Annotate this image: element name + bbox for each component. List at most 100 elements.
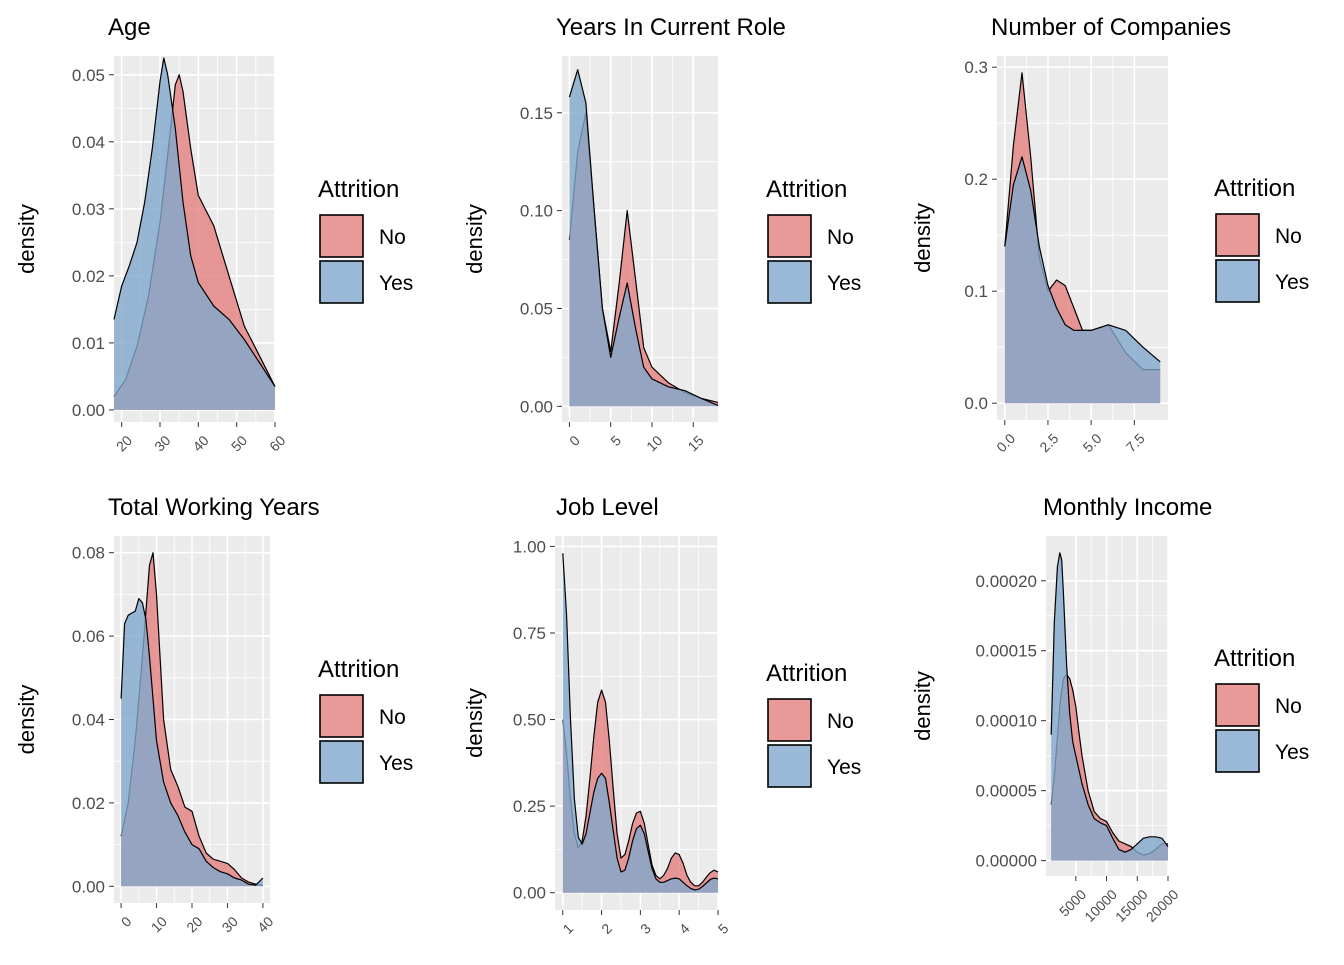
density-outline-no [120, 552, 264, 887]
y-tick-label: 0.1 [964, 282, 988, 301]
y-tick-label: 0.05 [520, 299, 553, 318]
y-tick-label: 0.00 [72, 877, 105, 896]
legend-key-no [319, 214, 364, 258]
y-tick-label: 0.05 [72, 66, 105, 85]
x-tick-label: 2 [598, 920, 615, 937]
x-tick-label: 50 [228, 432, 250, 454]
density-outline-yes [1004, 156, 1161, 363]
legend-label-no: No [827, 710, 854, 733]
y-tick-label: 0.00 [513, 884, 546, 903]
y-tick-label: 0.00 [72, 401, 105, 420]
y-tick-label: 0.00 [520, 397, 553, 416]
density-area-yes [114, 58, 275, 410]
x-tick-label: 10 [148, 913, 170, 935]
legend-title: Attrition [766, 176, 847, 203]
density-area-yes [121, 598, 263, 887]
y-axis-label: density [14, 685, 39, 755]
y-tick-label: 0.03 [72, 200, 105, 219]
x-tick-label: 10000 [1081, 886, 1120, 925]
panel-number-of-companies: 0.0 0.1 0.2 0.3 0.0 2.5 5.0 7.5 Number of Compan… [910, 14, 1309, 455]
legend-label-yes: Yes [379, 272, 413, 295]
x-tick-label: 7.5 [1123, 430, 1148, 455]
density-area-yes [1051, 552, 1168, 861]
legend-label-yes: Yes [1275, 741, 1309, 764]
y-tick-label: 0.10 [520, 202, 553, 221]
x-tick-label: 40 [254, 913, 276, 935]
x-tick-label: 4 [676, 920, 693, 937]
y-axis-label: density [462, 204, 487, 274]
legend-label-no: No [379, 226, 406, 249]
x-tick-label: 30 [151, 432, 173, 454]
y-tick-label: 0.01 [72, 334, 105, 353]
panel-title: Job Level [556, 494, 659, 521]
y-tick-label: 0.02 [72, 794, 105, 813]
y-axis-label: density [910, 203, 935, 273]
legend-key-no [767, 214, 812, 258]
density-area-yes [1004, 156, 1161, 404]
y-tick-label: 0.0 [964, 394, 988, 413]
y-tick-label: 0.00010 [976, 712, 1037, 731]
y-axis-label: density [462, 688, 487, 758]
y-tick-label: 0.3 [964, 58, 988, 77]
y-tick-label: 0.15 [520, 104, 553, 123]
legend-label-no: No [1275, 225, 1302, 248]
legend: Attrition No Yes [318, 176, 413, 304]
legend: Attrition No Yes [766, 176, 861, 304]
legend-key-yes [767, 260, 812, 304]
x-tick-label: 2.5 [1036, 430, 1061, 455]
legend-label-yes: Yes [827, 272, 861, 295]
legend-title: Attrition [1214, 645, 1295, 672]
y-tick-label: 0.00020 [976, 572, 1037, 591]
legend-key-yes [767, 744, 812, 788]
legend: Attrition No Yes [1214, 175, 1309, 303]
legend-key-yes [319, 260, 364, 304]
legend-title: Attrition [1214, 175, 1295, 202]
density-area-yes [562, 553, 718, 893]
legend-key-no [767, 698, 812, 742]
x-tick-label: 0 [566, 432, 583, 449]
density-outline-yes [1050, 552, 1169, 853]
legend-key-no [1215, 683, 1260, 727]
legend-key-yes [1215, 729, 1260, 773]
y-tick-label: 0.08 [72, 544, 105, 563]
panel-total-working-years: 0.00 0.02 0.04 0.06 0.08 0 10 20 30 40 Total Worki… [14, 494, 413, 936]
y-tick-label: 0.50 [513, 711, 546, 730]
panel-title: Years In Current Role [556, 14, 786, 41]
density-outline-yes [568, 69, 719, 406]
legend-key-no [1215, 213, 1260, 257]
panel-job-level: 0.00 0.25 0.50 0.75 1.00 1 2 3 4 5 Job Level densit… [462, 494, 861, 937]
x-tick-label: 5 [715, 920, 732, 937]
x-tick-label: 15000 [1112, 886, 1151, 925]
legend-title: Attrition [766, 660, 847, 687]
legend-key-yes [1215, 259, 1260, 303]
x-tick-label: 60 [266, 432, 288, 454]
panel-title: Monthly Income [1043, 494, 1212, 521]
y-tick-label: 0.75 [513, 624, 546, 643]
density-outline-yes [562, 553, 719, 891]
y-tick-label: 0.00000 [976, 852, 1037, 871]
density-area-yes [569, 69, 718, 407]
x-tick-label: 20 [113, 432, 135, 454]
legend: Attrition No Yes [766, 660, 861, 788]
legend-key-yes [319, 740, 364, 784]
density-outline-no [562, 689, 719, 887]
panel-title: Age [108, 14, 151, 41]
x-tick-label: 5.0 [1080, 430, 1105, 455]
x-tick-label: 15 [684, 432, 706, 454]
panel-title: Total Working Years [108, 494, 320, 521]
x-tick-label: 0.0 [993, 430, 1018, 455]
panel-age: 0.00 0.01 0.02 0.03 0.04 0.05 20 30 40 50 60 Age den… [14, 14, 413, 455]
y-tick-label: 0.2 [964, 170, 988, 189]
x-tick-label: 20000 [1143, 886, 1182, 925]
x-tick-label: 10 [643, 432, 665, 454]
y-tick-label: 0.00005 [976, 782, 1037, 801]
density-outline-yes [120, 598, 264, 886]
legend-label-yes: Yes [827, 756, 861, 779]
legend-key-no [319, 694, 364, 738]
x-tick-label: 3 [637, 920, 654, 937]
legend-label-yes: Yes [379, 752, 413, 775]
x-tick-label: 40 [189, 432, 211, 454]
legend: Attrition No Yes [318, 656, 413, 784]
